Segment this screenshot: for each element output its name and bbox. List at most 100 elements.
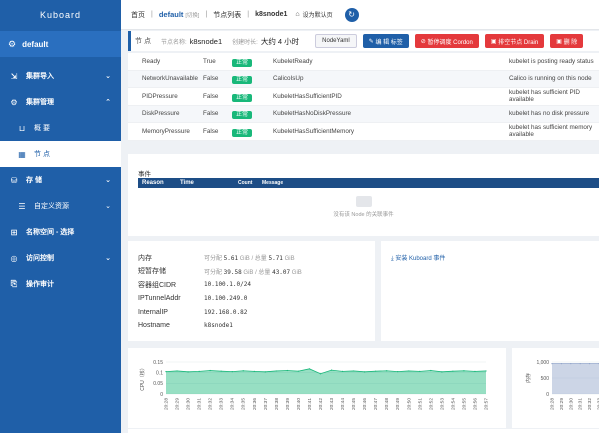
- x-tick-label: 20:31: [197, 398, 203, 410]
- crumb-home[interactable]: 首页: [131, 11, 145, 19]
- delete-button[interactable]: ▣ 删 除: [550, 34, 584, 48]
- crumb-switch[interactable]: [切换]: [185, 13, 200, 19]
- y-tick-label: 1,000: [536, 360, 549, 366]
- data-point: [570, 363, 572, 365]
- pause-icon: ⊘: [420, 38, 428, 45]
- node-header: 节 点 节点名称: k8snode1 创建时长: 大约 4 小时 NodeYam…: [128, 31, 599, 51]
- data-point: [198, 370, 200, 372]
- status-badge: 正常: [232, 93, 253, 102]
- status-badge: 正常: [232, 128, 253, 137]
- x-tick-label: 20:56: [472, 398, 478, 410]
- edit-labels-button[interactable]: ✎ 编 辑 标签: [362, 34, 409, 48]
- info-value: 可分配 5.61 GiB / 总量 5.71 GiB: [204, 255, 295, 263]
- condition-message: kubelet is posting ready status: [509, 57, 594, 65]
- x-tick-label: 20:32: [208, 398, 214, 410]
- x-tick-label: 20:28: [550, 398, 556, 410]
- y-tick-label: 0: [546, 392, 549, 398]
- condition-reason: CalicoIsUp: [273, 75, 304, 83]
- sidebar-item-nodes[interactable]: ▦ 节 点: [0, 141, 121, 167]
- x-tick-label: 20:53: [439, 398, 445, 410]
- data-point: [319, 373, 322, 375]
- x-tick-label: 20:30: [186, 398, 192, 410]
- crumb-separator: |: [247, 11, 250, 18]
- home-icon: ⌂: [295, 11, 300, 18]
- data-point: [485, 370, 487, 372]
- condition-status: False: [203, 92, 219, 100]
- cluster-icon: ⚙: [10, 97, 18, 107]
- data-point: [275, 370, 277, 372]
- data-point: [187, 371, 189, 373]
- refresh-icon[interactable]: ↻: [344, 7, 359, 22]
- edit-icon: ✎: [368, 38, 376, 45]
- sidebar-item-access[interactable]: ◎ 访问控制 ⌄: [0, 245, 121, 271]
- info-row-storage: 短暂存储 可分配 39.58 GiB / 总量 43.07 GiB: [138, 265, 375, 279]
- x-tick-label: 20:35: [241, 398, 247, 410]
- x-tick-label: 20:57: [484, 398, 490, 410]
- set-default-link[interactable]: 设为默认页: [302, 13, 333, 19]
- sidebar-item-label: 操作审计: [26, 281, 54, 288]
- sidebar-item-crd[interactable]: ☰ 自定义资源 ⌄: [0, 193, 121, 219]
- sidebar-menu: ⇲ 集群导入 ⌄ ⚙ 集群管理 ⌃ ⊔ 概 要 ▦ 节 点 ⛁ 存 储 ⌄ ☰ …: [0, 63, 121, 297]
- cordon-button[interactable]: ⊘ 暂停调度 Cordon: [414, 34, 479, 48]
- info-row-memory: 内存 可分配 5.61 GiB / 总量 5.71 GiB: [138, 251, 375, 265]
- node-name-value: k8snode1: [189, 36, 223, 46]
- data-point: [441, 371, 443, 373]
- data-point: [176, 370, 178, 372]
- trash-icon: ▣: [490, 38, 499, 45]
- sidebar-item-overview[interactable]: ⊔ 概 要: [0, 115, 121, 141]
- empty-state-text: 没有该 Node 的关联事件: [333, 212, 394, 218]
- sidebar-item-namespace[interactable]: ⊞ 名称空间 - 选择: [0, 219, 121, 245]
- x-tick-label: 20:32: [587, 398, 593, 410]
- x-tick-label: 20:33: [219, 398, 225, 410]
- info-value: k8snode1: [204, 322, 233, 330]
- sidebar-item-cluster[interactable]: ⚙ 集群管理 ⌃: [0, 89, 121, 115]
- brand-logo[interactable]: Kuboard: [39, 10, 82, 20]
- x-tick-label: 20:40: [296, 398, 302, 410]
- info-value: 10.100.1.0/24: [204, 281, 251, 289]
- created-key: 创建时长:: [232, 39, 258, 46]
- sidebar-item-label: 存 储: [26, 177, 42, 184]
- sidebar-item-label: 访问控制: [26, 255, 54, 262]
- data-point: [242, 370, 244, 372]
- data-point: [430, 369, 432, 372]
- condition-type: DiskPressure: [142, 110, 180, 118]
- data-point: [397, 371, 399, 373]
- x-tick-label: 20:33: [597, 398, 599, 410]
- drain-button[interactable]: ▣ 排空节点 Drain: [484, 34, 545, 48]
- condition-message: Calico is running on this node: [509, 75, 592, 83]
- sidebar: Kuboard ⚙ default ⇲ 集群导入 ⌄ ⚙ 集群管理 ⌃ ⊔ 概 …: [0, 0, 121, 433]
- condition-reason: KubeletReady: [273, 57, 313, 65]
- data-point: [308, 368, 311, 370]
- sidebar-item-label: 名称空间 - 选择: [26, 229, 75, 236]
- condition-type: NetworkUnavailable: [142, 75, 198, 83]
- conditions-table: Ready True 正常 KubeletReady kubelet is po…: [128, 53, 599, 141]
- y-tick-label: 0.15: [153, 360, 163, 366]
- x-tick-label: 20:46: [362, 398, 368, 410]
- data-point: [330, 369, 333, 371]
- node-yaml-button[interactable]: NodeYaml: [315, 34, 357, 48]
- sidebar-item-storage[interactable]: ⛁ 存 储 ⌄: [0, 167, 121, 193]
- x-tick-label: 20:31: [578, 398, 584, 410]
- sidebar-item-import[interactable]: ⇲ 集群导入 ⌄: [0, 63, 121, 89]
- x-tick-label: 20:50: [406, 398, 412, 410]
- namespace-selector[interactable]: ⚙ default: [0, 31, 121, 57]
- crumb-node-list[interactable]: 节点列表: [213, 11, 242, 19]
- grid-icon: ▦: [18, 149, 26, 159]
- info-value: 可分配 39.58 GiB / 总量 43.07 GiB: [204, 268, 302, 276]
- node-name-key: 节点名称:: [160, 39, 187, 46]
- install-kuboard-events-link[interactable]: 安装 Kuboard 事件: [395, 256, 446, 262]
- sidebar-item-audit[interactable]: ⎘ 操作审计: [0, 271, 121, 297]
- crumb-namespace[interactable]: default [切换]: [159, 10, 200, 19]
- data-point: [386, 370, 388, 372]
- events-title: 事件: [138, 171, 151, 178]
- x-tick-label: 20:29: [559, 398, 565, 410]
- cordon-label: 暂停调度 Cordon: [427, 39, 473, 46]
- sidebar-item-label: 集群管理: [26, 99, 54, 106]
- column-header: Count: [238, 180, 253, 186]
- series-area: [166, 368, 486, 394]
- data-point: [452, 370, 454, 372]
- events-table-header: Reason Time Count Message: [138, 178, 599, 188]
- empty-state: 没有该 Node 的关联事件: [128, 188, 599, 218]
